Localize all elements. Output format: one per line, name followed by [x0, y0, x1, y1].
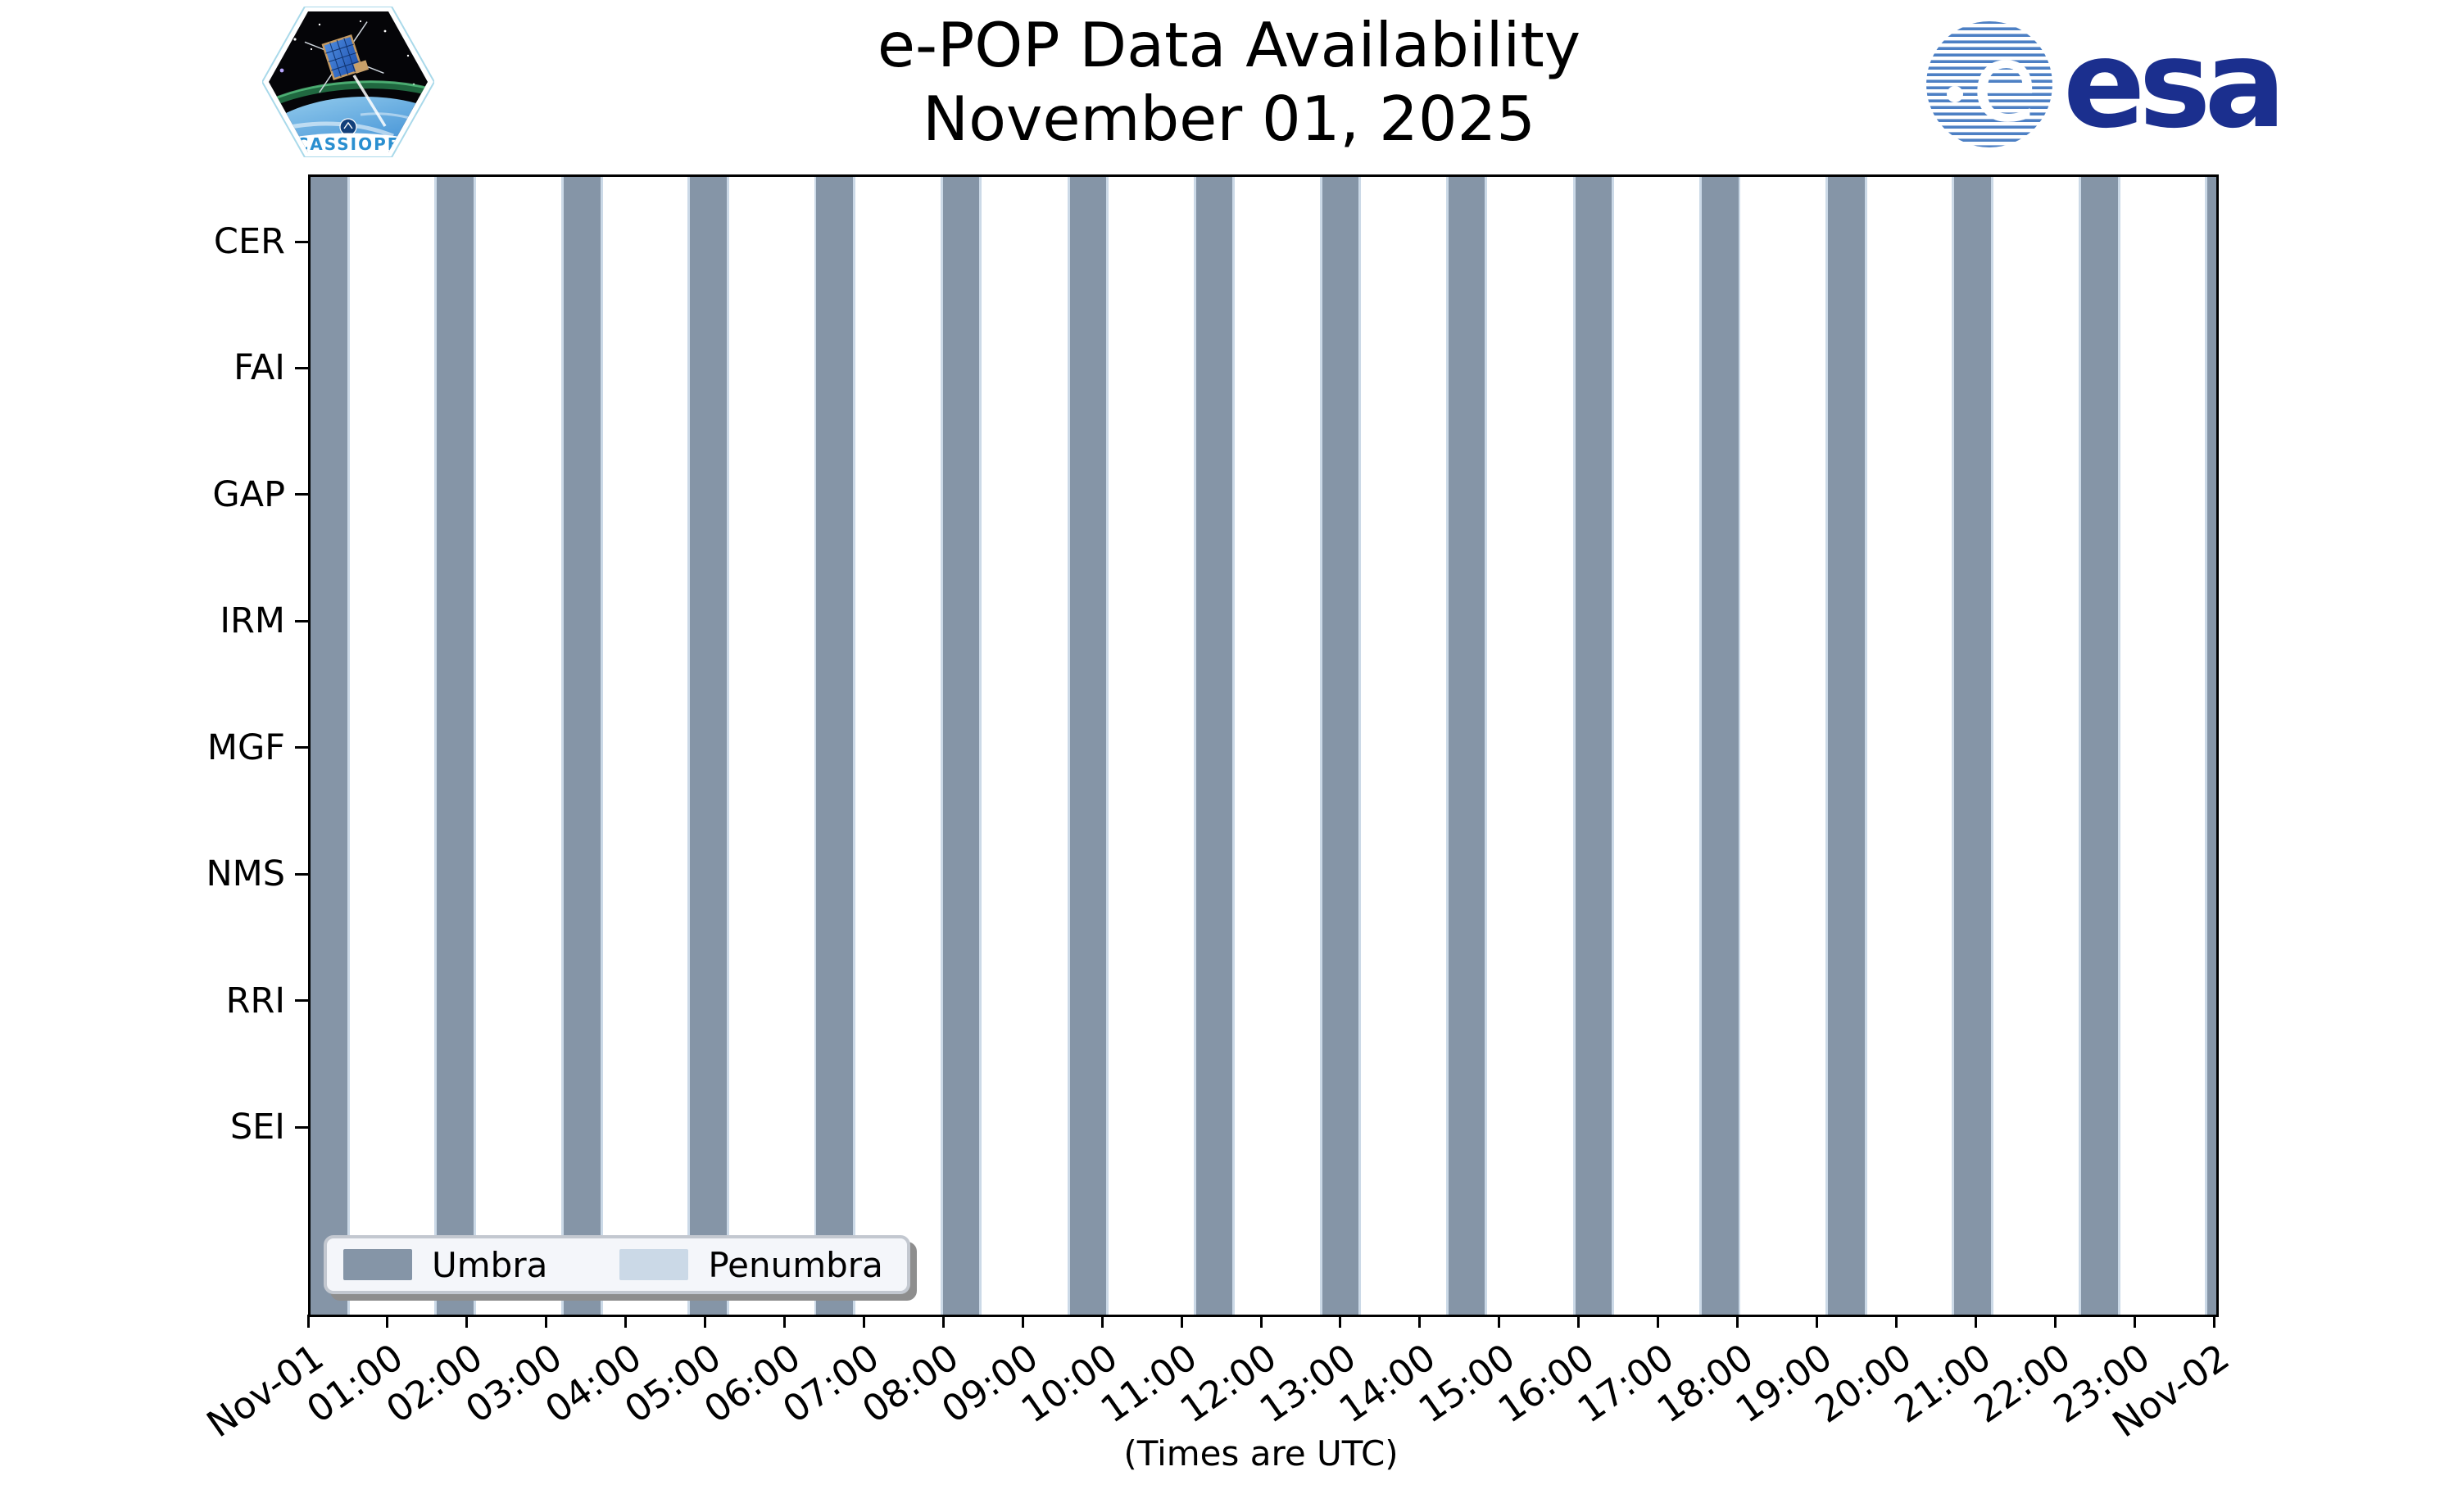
- x-tick: [1100, 1315, 1104, 1328]
- x-tick: [1021, 1315, 1024, 1328]
- umbra-bar: [1195, 177, 1233, 1315]
- umbra-bar: [942, 177, 980, 1315]
- plot-area: [308, 174, 2219, 1317]
- legend-entry-penumbra: Penumbra: [619, 1245, 883, 1285]
- y-tick: [295, 1125, 308, 1129]
- penumbra-swatch: [619, 1249, 689, 1280]
- y-tick-label: GAP: [212, 473, 285, 515]
- chart-title-block: e-POP Data Availability November 01, 202…: [0, 8, 2458, 156]
- svg-text:e: e: [1971, 20, 2038, 147]
- y-tick: [295, 746, 308, 749]
- umbra-bar: [564, 177, 601, 1315]
- umbra-bar: [1322, 177, 1359, 1315]
- x-tick: [2053, 1315, 2057, 1328]
- y-tick-label: CER: [213, 221, 285, 262]
- x-tick: [465, 1315, 469, 1328]
- umbra-bar: [1069, 177, 1107, 1315]
- y-tick: [295, 493, 308, 496]
- legend-box: Umbra Penumbra: [324, 1235, 910, 1294]
- x-tick: [1657, 1315, 1660, 1328]
- umbra-bar: [1575, 177, 1612, 1315]
- y-tick: [295, 872, 308, 876]
- x-tick: [862, 1315, 865, 1328]
- umbra-bar: [311, 177, 347, 1315]
- esa-globe-icon: e: [1926, 20, 2052, 147]
- y-tick: [295, 619, 308, 622]
- y-tick-label: SEI: [229, 1107, 285, 1148]
- umbra-bar: [437, 177, 474, 1315]
- x-tick: [783, 1315, 786, 1328]
- x-tick: [2133, 1315, 2136, 1328]
- cassiope-mission-patch-logo: CASSIOPE: [262, 7, 434, 157]
- esa-logo: e esa: [1924, 14, 2286, 155]
- umbra-bar: [690, 177, 727, 1315]
- patch-satellite: [304, 21, 384, 93]
- x-tick: [941, 1315, 945, 1328]
- x-tick: [386, 1315, 389, 1328]
- y-tick-label: NMS: [206, 853, 285, 895]
- x-tick: [1577, 1315, 1580, 1328]
- umbra-bar: [2081, 177, 2118, 1315]
- x-tick: [1259, 1315, 1263, 1328]
- chart-title: e-POP Data Availability: [877, 9, 1581, 81]
- cassiope-label: CASSIOPE: [297, 134, 401, 154]
- y-tick: [295, 240, 308, 243]
- umbra-bar: [1448, 177, 1485, 1315]
- umbra-legend-label: Umbra: [432, 1244, 548, 1285]
- x-tick: [1418, 1315, 1422, 1328]
- x-tick: [704, 1315, 707, 1328]
- y-tick: [295, 366, 308, 369]
- figure: CASSIOPE e-POP Data Availability Novembe…: [0, 7, 2458, 1474]
- x-tick: [1339, 1315, 1342, 1328]
- umbra-bar: [1828, 177, 1865, 1315]
- esa-wordmark: esa: [2063, 14, 2286, 155]
- y-tick-label: MGF: [206, 727, 285, 768]
- chart-subtitle: November 01, 2025: [923, 83, 1535, 155]
- x-tick: [1498, 1315, 1501, 1328]
- penumbra-legend-label: Penumbra: [708, 1244, 883, 1285]
- umbra-bar: [1954, 177, 1991, 1315]
- x-tick: [545, 1315, 548, 1328]
- x-tick: [1894, 1315, 1898, 1328]
- y-tick: [295, 999, 308, 1003]
- x-tick: [2212, 1315, 2215, 1328]
- umbra-bar: [1702, 177, 1739, 1315]
- x-tick: [1815, 1315, 1818, 1328]
- umbra-bar: [2207, 177, 2216, 1315]
- legend-entry-umbra: Umbra: [343, 1245, 547, 1285]
- umbra-bar: [816, 177, 853, 1315]
- x-tick: [1736, 1315, 1739, 1328]
- x-tick: [1974, 1315, 1977, 1328]
- x-tick: [624, 1315, 628, 1328]
- y-tick-label: RRI: [225, 980, 285, 1021]
- x-tick: [1180, 1315, 1183, 1328]
- umbra-swatch: [343, 1249, 412, 1280]
- y-tick-label: IRM: [220, 600, 285, 642]
- y-tick-label: FAI: [234, 347, 285, 389]
- x-axis-label: (Times are UTC): [1123, 1433, 1399, 1474]
- x-tick: [306, 1315, 310, 1328]
